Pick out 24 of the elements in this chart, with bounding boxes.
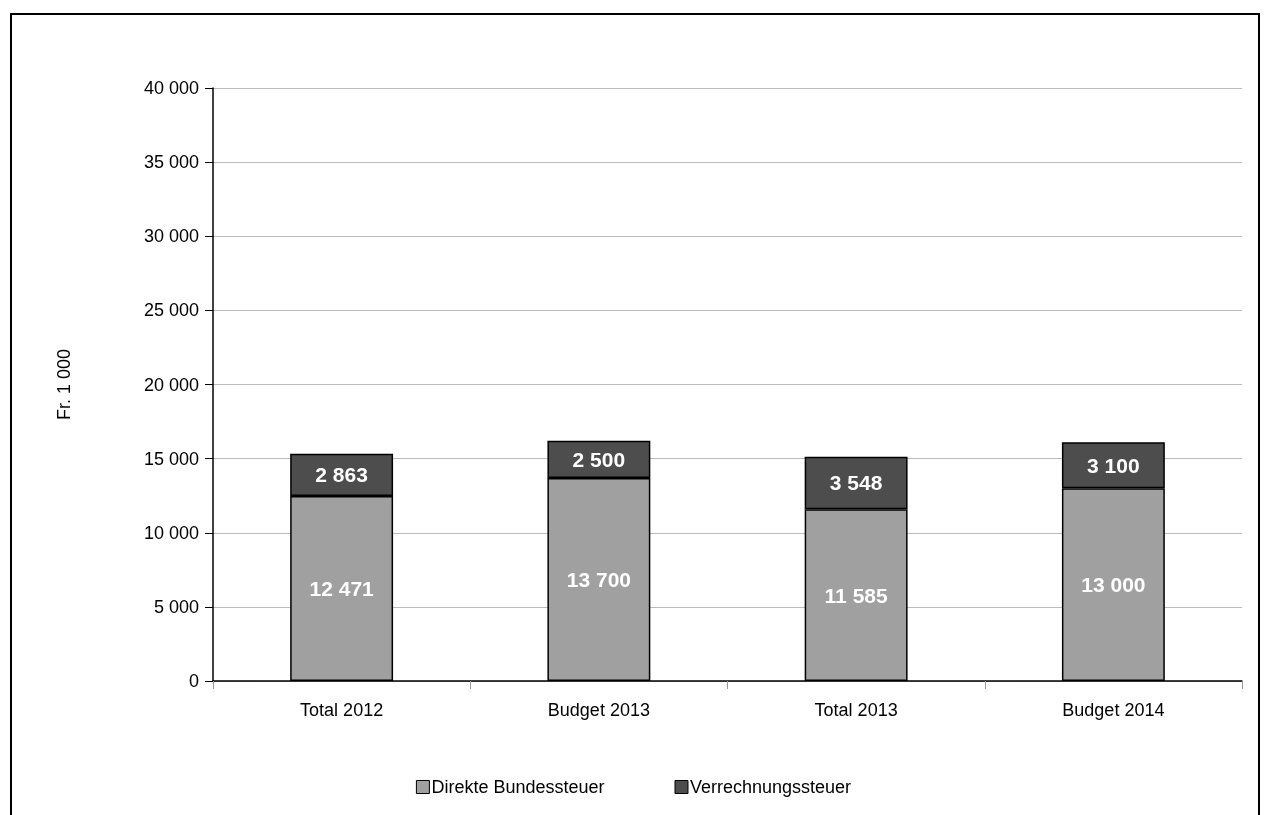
x-tick-label: Total 2012	[300, 700, 384, 720]
y-tick-label: 35 000	[143, 152, 199, 173]
data-label: 3 100	[1087, 453, 1140, 477]
legend-label: Direkte Bundessteuer	[431, 777, 605, 797]
data-label: 12 471	[309, 577, 375, 601]
y-tick-label: 0	[188, 671, 199, 691]
y-tick-label: 25 000	[143, 300, 199, 321]
y-tick-label: 10 000	[143, 522, 199, 543]
data-label: 13 000	[1081, 573, 1146, 597]
x-tick-label: Budget 2013	[547, 700, 650, 720]
data-label: 13 700	[566, 567, 631, 591]
data-label: 2 863	[315, 463, 368, 487]
x-tick-label: Budget 2014	[1062, 700, 1165, 720]
data-label: 11 585	[824, 583, 888, 607]
legend-label: Verrechnungssteuer	[689, 777, 852, 797]
y-tick-label: 40 000	[143, 78, 199, 98]
y-tick-label: 15 000	[143, 448, 199, 469]
y-tick-label: 20 000	[143, 374, 199, 395]
data-label: 3 548	[829, 471, 883, 495]
y-tick-label: 5 000	[153, 596, 199, 617]
y-tick-label: 30 000	[143, 226, 199, 247]
y-axis-title: Fr. 1 000	[54, 348, 74, 421]
x-tick-label: Total 2013	[814, 700, 898, 720]
data-label: 2 500	[572, 447, 626, 471]
